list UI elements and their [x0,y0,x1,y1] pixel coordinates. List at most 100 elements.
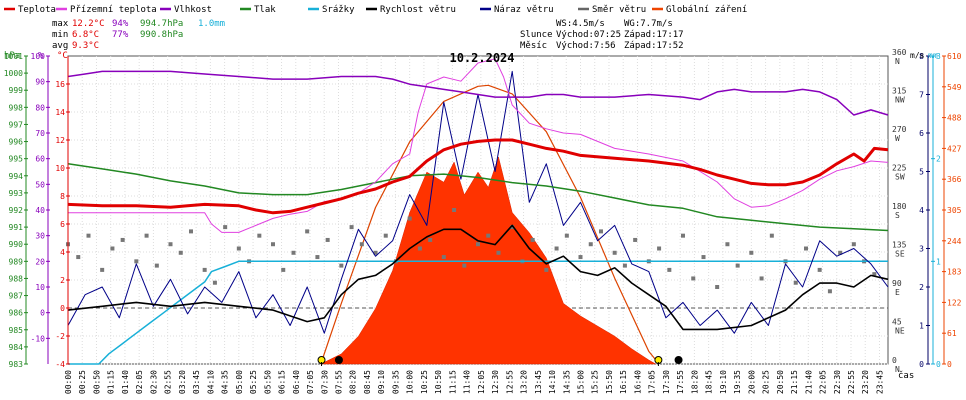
pct-axis-tick-label: 60 [35,155,45,164]
x-tick-label: 11:40 [463,370,472,394]
moonrise-marker [334,356,343,364]
stats-min-label: min [52,30,68,40]
wm2-axis-tick-label: 549 [947,83,962,92]
wind-direction-point [872,272,877,277]
wm2-axis-tick-label: 427 [947,144,962,153]
ms-axis-tick-label: 4 [919,206,924,215]
temp-axis-tick-label: 0 [60,304,65,313]
wm2-axis-tick-label: 0 [947,360,952,369]
info-sun-rise: Východ:07:25 [556,30,621,40]
x-tick-label: 02:05 [135,370,144,394]
x-tick-label: 15:50 [605,370,614,394]
wind-direction-point [793,280,798,285]
wind-direction-point [452,208,457,212]
wind-direction-point [428,237,433,242]
mm-axis-tick-label: 3 [936,52,941,61]
wind-direction-point [339,263,344,268]
ms-axis-tick-label: 3 [919,245,924,254]
rain-line [68,260,888,365]
info-moon-label: Měsíc [520,41,547,51]
x-tick-label: 07:05 [306,370,315,394]
chart-title: 10.2.2024 [449,51,514,65]
wind-direction-point [441,255,446,260]
wind-direction-point [120,237,125,242]
wind-direction-point [178,250,183,255]
stats-max-press: 994.7hPa [140,19,183,29]
temp-axis-tick-label: 8 [60,192,65,201]
dir-axis-tick-label: N [895,57,900,66]
x-tick-label: 22:05 [819,370,828,394]
x-tick-label: 19:35 [733,370,742,394]
temp-axis-tick-label: 16 [55,80,65,89]
hpa-axis-tick-label: 984 [9,343,24,352]
wind-direction-point [804,246,808,251]
x-tick-label: 03:45 [192,370,201,394]
x-tick-label: 00:25 [78,370,87,394]
x-tick-label: 01:15 [107,370,116,394]
ms-axis-tick-label: 2 [919,283,924,292]
legend-label: Tlak [254,5,276,15]
axes-layer: 00:00 00:25 00:50 01:15 01:40 02:05 02:30 02:55… [4,48,962,394]
dir-axis-tick-value: 90 [892,279,902,288]
wind-direction-point [749,250,754,255]
stats-avg-temp: 9.3°C [72,41,99,51]
x-tick-label: 07:55 [334,370,343,394]
x-axis-label: čas [898,370,914,381]
wind-direction-point [838,250,843,255]
legend-label: Teplota [18,5,56,15]
x-tick-label: 06:40 [292,370,301,394]
x-tick-label: 05:25 [249,370,258,394]
wind-direction-point [100,267,105,272]
wind-direction-point [681,233,685,238]
x-tick-label: 13:20 [520,370,529,394]
legend: Teplota Přízemní teplota Vlhkost Tlak Srážky… [4,5,747,15]
dir-axis-tick-value: 180 [892,202,907,211]
legend-label: Rychlost větru [380,5,456,15]
x-tick-label: 11:15 [448,370,457,394]
x-tick-label: 12:30 [491,370,500,394]
wind-direction-point [715,285,720,289]
x-tick-label: 14:10 [548,370,557,394]
x-tick-label: 21:40 [804,370,813,394]
dir-axis-tick-value: 135 [892,241,907,250]
pressure-line [67,163,889,232]
mm-axis-tick-label: 1 [936,257,941,266]
wind-direction-point [578,255,583,260]
pct-axis-unit: % [38,51,44,61]
stats-min-temp: 6.8°C [72,30,99,40]
info-sun-label: Slunce [520,30,553,40]
hpa-axis-tick-label: 989 [9,257,24,266]
ms-axis-tick-label: 7 [919,91,924,100]
wind-direction-point [827,289,832,294]
x-tick-label: 13:45 [534,370,543,394]
dir-axis-tick-value: 315 [892,87,907,96]
wind-direction-point [417,246,422,251]
radiation-area [320,156,657,365]
pct-axis-tick-label: 20 [35,257,45,266]
temp-axis-tick-label: 4 [60,248,65,257]
wind-direction-point [76,255,81,260]
ms-axis-tick-label: 1 [919,322,924,331]
wind-direction-point [691,276,696,281]
pct-axis-tick-label: 30 [35,232,45,241]
wind-direction-point [701,255,706,260]
x-tick-label: 08:20 [349,370,358,394]
pct-axis-tick-label: 80 [35,103,45,112]
wind-speed-line [67,224,889,331]
ms-axis-tick-label: 5 [919,168,924,177]
dir-axis-tick-value: 360 [892,48,907,57]
wind-direction-point [134,259,139,264]
hpa-axis-tick-label: 997 [9,120,24,129]
x-tick-label: 09:10 [377,370,386,394]
info-moon-rise: Východ:7:56 [556,41,616,51]
series-layer [66,58,889,366]
x-tick-label: 18:45 [705,370,714,394]
x-tick-label: 10:00 [406,370,415,394]
wm2-axis-tick-label: 244 [947,237,962,246]
legend-label: Náraz větru [494,5,554,15]
temp-axis-tick-label: -2 [55,332,65,341]
legend-label: Globální záření [666,5,747,15]
pct-axis-tick-label: 70 [35,129,45,138]
x-tick-label: 00:50 [92,370,101,394]
